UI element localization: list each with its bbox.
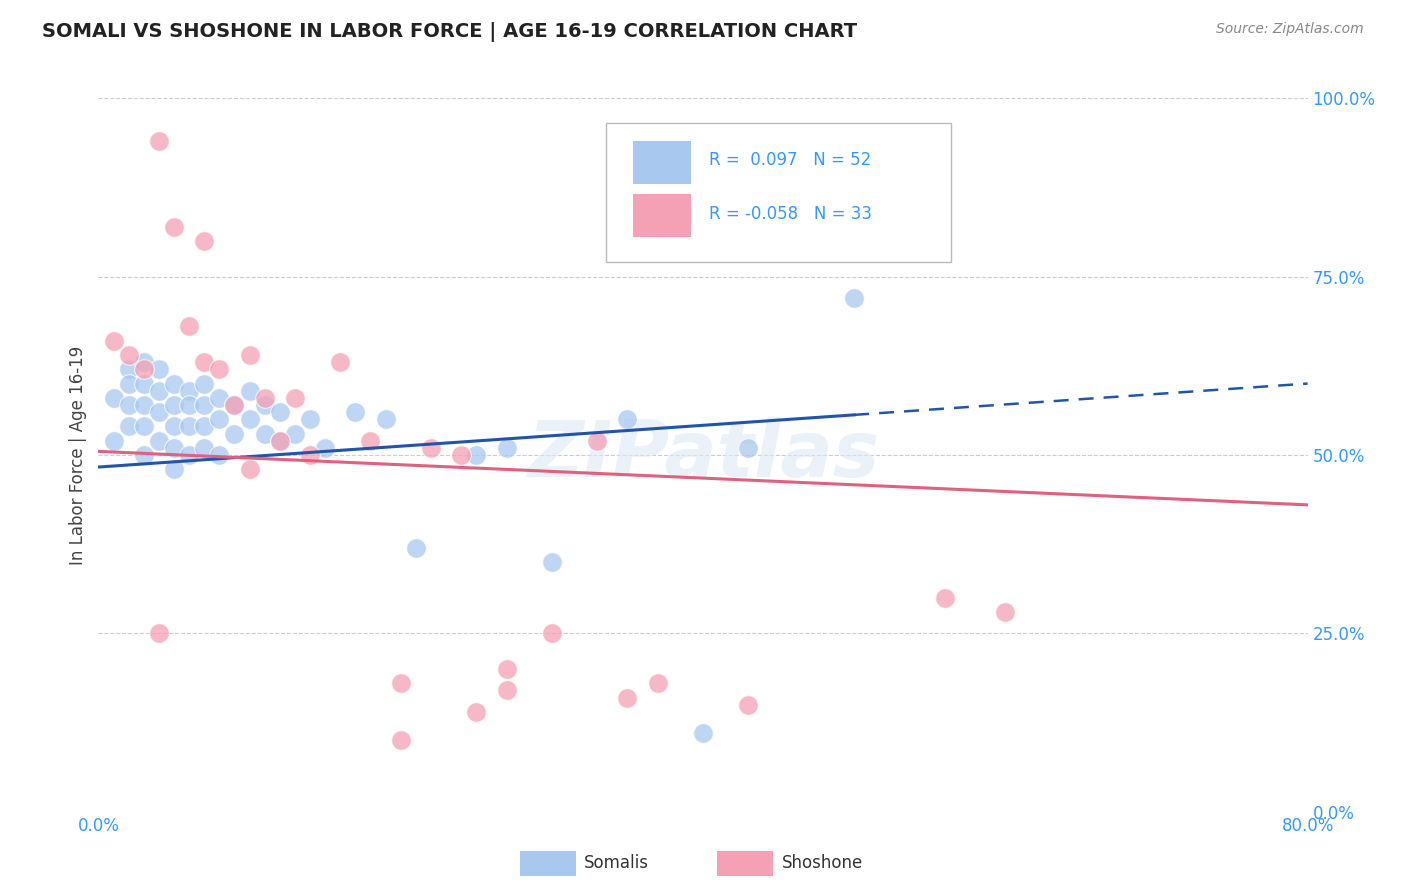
Point (737, 698, 759, 712)
Point (389, 733, 412, 747)
Point (224, 398, 246, 412)
Point (163, 376, 186, 391)
Point (465, 705, 488, 719)
Point (132, 355, 155, 369)
Point (132, 376, 155, 391)
Point (737, 441, 759, 455)
Point (389, 676, 412, 690)
Point (586, 434, 609, 448)
Point (148, 434, 170, 448)
Point (450, 448, 472, 462)
Point (344, 405, 367, 419)
Text: Shoshone: Shoshone (782, 855, 863, 872)
Point (540, 555, 562, 569)
Point (193, 376, 215, 391)
Point (177, 398, 201, 412)
Point (405, 541, 427, 555)
Point (118, 398, 141, 412)
Point (208, 362, 231, 376)
Point (163, 398, 186, 412)
Point (269, 434, 291, 448)
Point (299, 412, 322, 426)
Text: Somalis: Somalis (583, 855, 648, 872)
FancyBboxPatch shape (633, 194, 690, 237)
Point (118, 376, 141, 391)
Point (118, 419, 141, 434)
Point (844, 291, 866, 305)
Point (148, 362, 170, 376)
Point (374, 412, 396, 426)
FancyBboxPatch shape (633, 141, 690, 184)
Point (163, 462, 186, 476)
Point (193, 398, 215, 412)
Point (132, 362, 155, 376)
Point (193, 441, 215, 455)
Point (495, 441, 517, 455)
Point (208, 448, 231, 462)
FancyBboxPatch shape (606, 123, 950, 262)
Text: R =  0.097   N = 52: R = 0.097 N = 52 (709, 152, 872, 169)
Point (239, 462, 262, 476)
Point (360, 434, 382, 448)
Point (118, 348, 141, 362)
Point (193, 234, 215, 248)
Point (177, 384, 201, 398)
Point (495, 662, 517, 676)
Point (163, 441, 186, 455)
Point (148, 405, 170, 419)
Point (163, 419, 186, 434)
Point (103, 434, 125, 448)
Point (148, 626, 170, 640)
Point (148, 134, 170, 148)
Point (224, 426, 246, 441)
Point (269, 434, 291, 448)
Point (132, 398, 155, 412)
Point (177, 448, 201, 462)
Point (253, 398, 276, 412)
Point (177, 319, 201, 334)
Point (208, 391, 231, 405)
Text: SOMALI VS SHOSHONE IN LABOR FORCE | AGE 16-19 CORRELATION CHART: SOMALI VS SHOSHONE IN LABOR FORCE | AGE … (42, 22, 858, 42)
Point (132, 419, 155, 434)
Point (465, 448, 488, 462)
Y-axis label: In Labor Force | Age 16-19: In Labor Force | Age 16-19 (69, 345, 87, 565)
Point (193, 355, 215, 369)
Point (616, 690, 638, 705)
Point (132, 448, 155, 462)
Point (314, 441, 336, 455)
Point (103, 334, 125, 348)
Point (239, 384, 262, 398)
Point (419, 441, 441, 455)
Point (299, 448, 322, 462)
Point (163, 219, 186, 234)
Point (193, 419, 215, 434)
Point (284, 426, 307, 441)
Point (177, 419, 201, 434)
Point (224, 398, 246, 412)
Point (253, 391, 276, 405)
Point (103, 391, 125, 405)
Point (253, 426, 276, 441)
Point (269, 405, 291, 419)
Point (284, 391, 307, 405)
Point (239, 348, 262, 362)
Point (934, 591, 956, 605)
Text: R = -0.058   N = 33: R = -0.058 N = 33 (709, 205, 872, 223)
Point (994, 605, 1017, 619)
Point (329, 355, 352, 369)
Point (647, 676, 669, 690)
Point (495, 683, 517, 698)
Point (148, 384, 170, 398)
Point (692, 726, 714, 740)
Text: Source: ZipAtlas.com: Source: ZipAtlas.com (1216, 22, 1364, 37)
Point (118, 362, 141, 376)
Point (616, 412, 638, 426)
Point (208, 412, 231, 426)
Point (239, 412, 262, 426)
Point (540, 626, 562, 640)
Text: ZIPatlas: ZIPatlas (527, 417, 879, 493)
